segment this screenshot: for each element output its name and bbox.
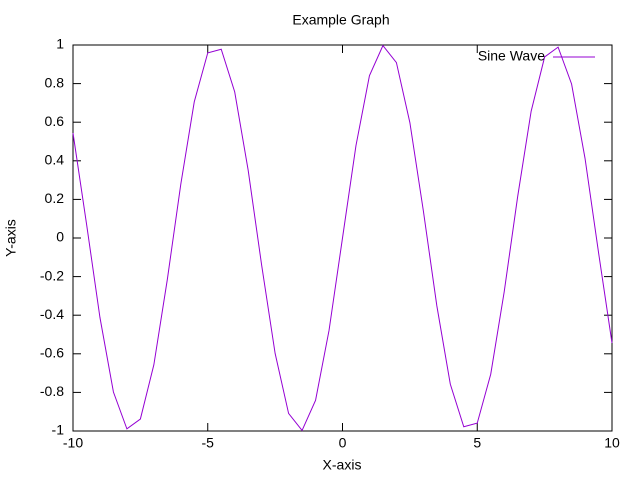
y-tick-label: -0.8 [40, 383, 64, 399]
y-tick-label: -0.2 [40, 267, 64, 283]
x-axis-label: X-axis [323, 457, 362, 473]
y-tick-label: 0.2 [45, 190, 65, 206]
chart-title: Example Graph [292, 12, 389, 28]
legend-label: Sine Wave [478, 48, 545, 64]
line-series [72, 44, 613, 432]
y-tick-label: 0.4 [45, 152, 65, 168]
y-axis-label: Y-axis [3, 219, 19, 257]
y-tick-label: -0.4 [40, 306, 64, 322]
y-tick-label: -1 [52, 422, 65, 438]
y-tick-label: 0.6 [45, 113, 65, 129]
y-tick-label: -0.6 [40, 345, 64, 361]
x-tick-label: -5 [202, 435, 215, 451]
x-tick-label: 10 [604, 435, 620, 451]
y-tick-label: 0 [56, 229, 64, 245]
x-tick-label: 0 [339, 435, 347, 451]
y-tick-label: 0.8 [45, 74, 65, 90]
x-tick-label: 5 [473, 435, 481, 451]
x-tick-label: -10 [63, 435, 83, 451]
y-tick-label: 1 [56, 36, 64, 52]
